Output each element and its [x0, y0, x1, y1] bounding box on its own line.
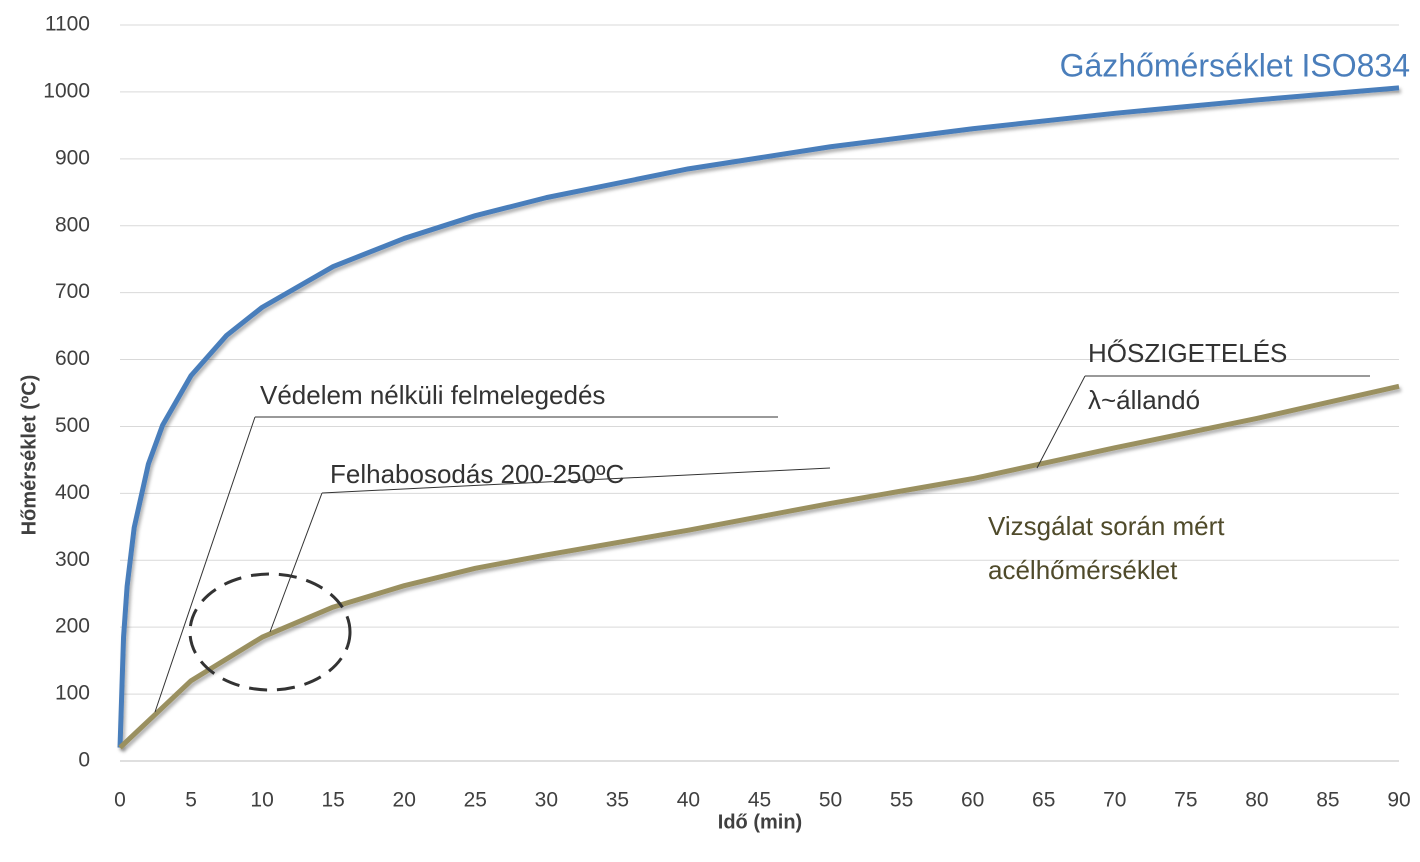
y-tick-label: 0: [78, 749, 90, 772]
leader-line: [154, 416, 256, 713]
x-tick-label: 65: [1032, 789, 1055, 812]
y-tick-label: 900: [55, 146, 90, 169]
annotation: Védelem nélküli felmelegedés: [260, 380, 605, 410]
y-tick-label: 1000: [43, 79, 90, 102]
x-axis-title: Idő (min): [718, 811, 802, 833]
x-tick-label: 15: [321, 789, 344, 812]
x-tick-label: 90: [1387, 789, 1410, 812]
x-tick-label: 70: [1103, 789, 1126, 812]
highlight-ellipse: [188, 572, 352, 692]
x-tick-label: 85: [1316, 789, 1339, 812]
lines: [117, 85, 1400, 750]
x-tick-label: 75: [1174, 789, 1197, 812]
x-tick-label: 50: [819, 789, 842, 812]
x-tick-label: 40: [677, 789, 700, 812]
y-tick-label: 800: [55, 213, 90, 236]
x-tick-label: 55: [890, 789, 913, 812]
x-tick-label: 45: [748, 789, 771, 812]
annotations: Gázhőmérséklet ISO834 Védelem nélküli fel…: [154, 47, 1410, 713]
leader-line: [269, 492, 323, 633]
series-line: [118, 383, 1400, 750]
y-tick-label: 700: [55, 280, 90, 303]
y-tick-label: 400: [55, 481, 90, 504]
y-tick-label: 300: [55, 548, 90, 571]
annotation: Vizsgálat során mért: [988, 511, 1225, 541]
leader-line: [1036, 375, 1086, 469]
y-tick-label: 100: [55, 682, 90, 705]
x-tick-label: 0: [114, 789, 126, 812]
y-tick-label: 600: [55, 347, 90, 370]
y-tick-label: 200: [55, 615, 90, 638]
x-tick-label: 80: [1245, 789, 1268, 812]
x-tick-label: 5: [185, 789, 197, 812]
leader-line: [321, 467, 831, 494]
x-tick-label: 35: [606, 789, 629, 812]
annotation: Felhabosodás 200-250ºC: [330, 459, 624, 489]
x-tick-label: 60: [961, 789, 984, 812]
x-tick-label: 20: [393, 789, 416, 812]
grid: 0 100 200 300 400 500 600 700 800 900 1000 1100 0 5 10…: [43, 13, 1410, 812]
annotation: Gázhőmérséklet ISO834: [1060, 47, 1410, 83]
x-tick-label: 30: [535, 789, 558, 812]
annotation: HŐSZIGETELÉS: [1088, 338, 1287, 368]
annotation: acélhőmérséklet: [988, 555, 1178, 585]
y-axis-title: Hőmérséklet (ºC): [18, 375, 40, 536]
y-tick-label: 500: [55, 414, 90, 437]
y-tick-label: 1100: [45, 13, 90, 36]
x-tick-label: 10: [250, 789, 273, 812]
x-tick-label: 25: [464, 789, 487, 812]
series-line: [117, 85, 1400, 748]
annotation: λ~állandó: [1088, 385, 1200, 415]
